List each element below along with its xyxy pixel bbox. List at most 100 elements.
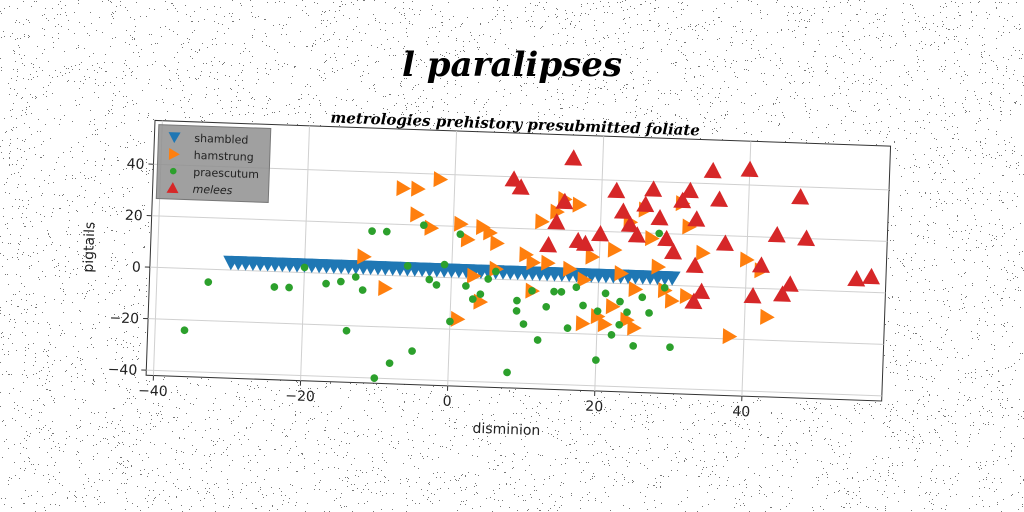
point-melees [591, 224, 610, 242]
point-praescutum [351, 273, 360, 281]
series-praescutum [180, 221, 674, 382]
point-praescutum [285, 283, 293, 292]
point-praescutum [462, 282, 470, 290]
point-praescutum [607, 330, 616, 339]
point-melees [780, 275, 799, 292]
point-praescutum [270, 283, 279, 291]
point-praescutum [492, 267, 500, 276]
point-praescutum [419, 221, 428, 230]
point-hamstrung [739, 251, 755, 268]
point-hamstrung [433, 171, 449, 188]
point-hamstrung [577, 271, 592, 288]
legend-label: melees [192, 183, 233, 197]
legend-label: hamstrung [194, 149, 254, 164]
point-praescutum [528, 286, 536, 295]
point-shambled [664, 271, 681, 286]
y-gridline [146, 369, 882, 397]
point-melees [685, 256, 704, 274]
series-melees [504, 149, 881, 310]
x-gridline [300, 125, 310, 381]
point-praescutum [572, 283, 581, 292]
point-hamstrung [614, 265, 629, 282]
point-melees [715, 234, 734, 251]
point-melees [680, 181, 699, 199]
point-praescutum [579, 301, 587, 310]
point-praescutum [542, 302, 551, 311]
point-praescutum [550, 287, 558, 296]
y-tick-label: 0 [132, 260, 141, 276]
y-gridline [148, 318, 884, 345]
point-praescutum [342, 326, 351, 335]
y-tick-label: 20 [125, 208, 143, 225]
point-hamstrung [664, 292, 680, 309]
point-melees [607, 181, 626, 199]
point-hamstrung [575, 315, 591, 332]
x-gridline [741, 141, 752, 397]
y-tick-label: 40 [126, 156, 144, 173]
y-tick-label: −40 [107, 362, 137, 379]
point-melees [664, 242, 683, 260]
point-melees [847, 269, 866, 287]
point-hamstrung [679, 288, 695, 304]
point-praescutum [425, 275, 434, 284]
x-tick-label: −20 [285, 388, 315, 405]
point-hamstrung [562, 260, 578, 277]
point-praescutum [513, 296, 521, 305]
point-praescutum [300, 263, 309, 272]
point-praescutum [623, 308, 631, 317]
point-praescutum [322, 279, 330, 288]
point-praescutum [368, 227, 376, 235]
point-hamstrung [620, 311, 635, 328]
point-praescutum [382, 227, 391, 236]
x-gridline [594, 136, 605, 391]
point-hamstrung [410, 206, 425, 223]
point-melees [692, 282, 711, 300]
data-marks [180, 149, 881, 382]
point-melees [644, 180, 663, 197]
point-praescutum [616, 297, 624, 306]
point-praescutum [204, 278, 213, 286]
point-melees [673, 191, 692, 209]
point-praescutum [385, 359, 394, 368]
point-praescutum [601, 289, 610, 298]
point-praescutum [512, 307, 521, 315]
point-hamstrung [483, 224, 498, 241]
y-axis-label: pigtails [81, 222, 99, 273]
point-melees [743, 286, 762, 304]
point-praescutum [615, 320, 624, 329]
point-hamstrung [424, 219, 440, 236]
ticks: −40 −20 0 20 40 −40 −20 0 20 40 [107, 156, 750, 420]
point-hamstrung [597, 316, 613, 333]
point-melees [751, 256, 770, 273]
point-praescutum [432, 281, 441, 289]
point-hamstrung [357, 248, 372, 265]
point-hamstrung [475, 219, 491, 236]
plot-area: −40 −20 0 20 40 −40 −20 0 20 40 shambled hamstrung… [81, 119, 892, 439]
point-hamstrung [460, 231, 476, 248]
point-hamstrung [651, 258, 667, 275]
point-praescutum [645, 309, 653, 317]
point-melees [650, 208, 669, 226]
legend-marker-praescutum [169, 167, 177, 175]
point-melees [627, 226, 646, 243]
point-hamstrung [760, 308, 775, 325]
point-melees [791, 188, 810, 205]
point-praescutum [337, 277, 345, 286]
y-gridline [151, 215, 888, 242]
point-melees [657, 229, 676, 247]
point-praescutum [533, 336, 542, 344]
point-melees [710, 190, 729, 207]
point-praescutum [593, 307, 602, 316]
point-melees [620, 215, 639, 233]
point-hamstrung [490, 234, 505, 251]
point-hamstrung [473, 293, 489, 310]
point-hamstrung [572, 196, 588, 213]
point-praescutum [660, 283, 669, 292]
point-hamstrung [696, 244, 711, 261]
point-melees [687, 210, 706, 227]
point-hamstrung [378, 280, 393, 297]
point-praescutum [440, 260, 449, 269]
legend-marker-shambled [168, 132, 181, 144]
x-tick-label: −40 [138, 383, 168, 400]
